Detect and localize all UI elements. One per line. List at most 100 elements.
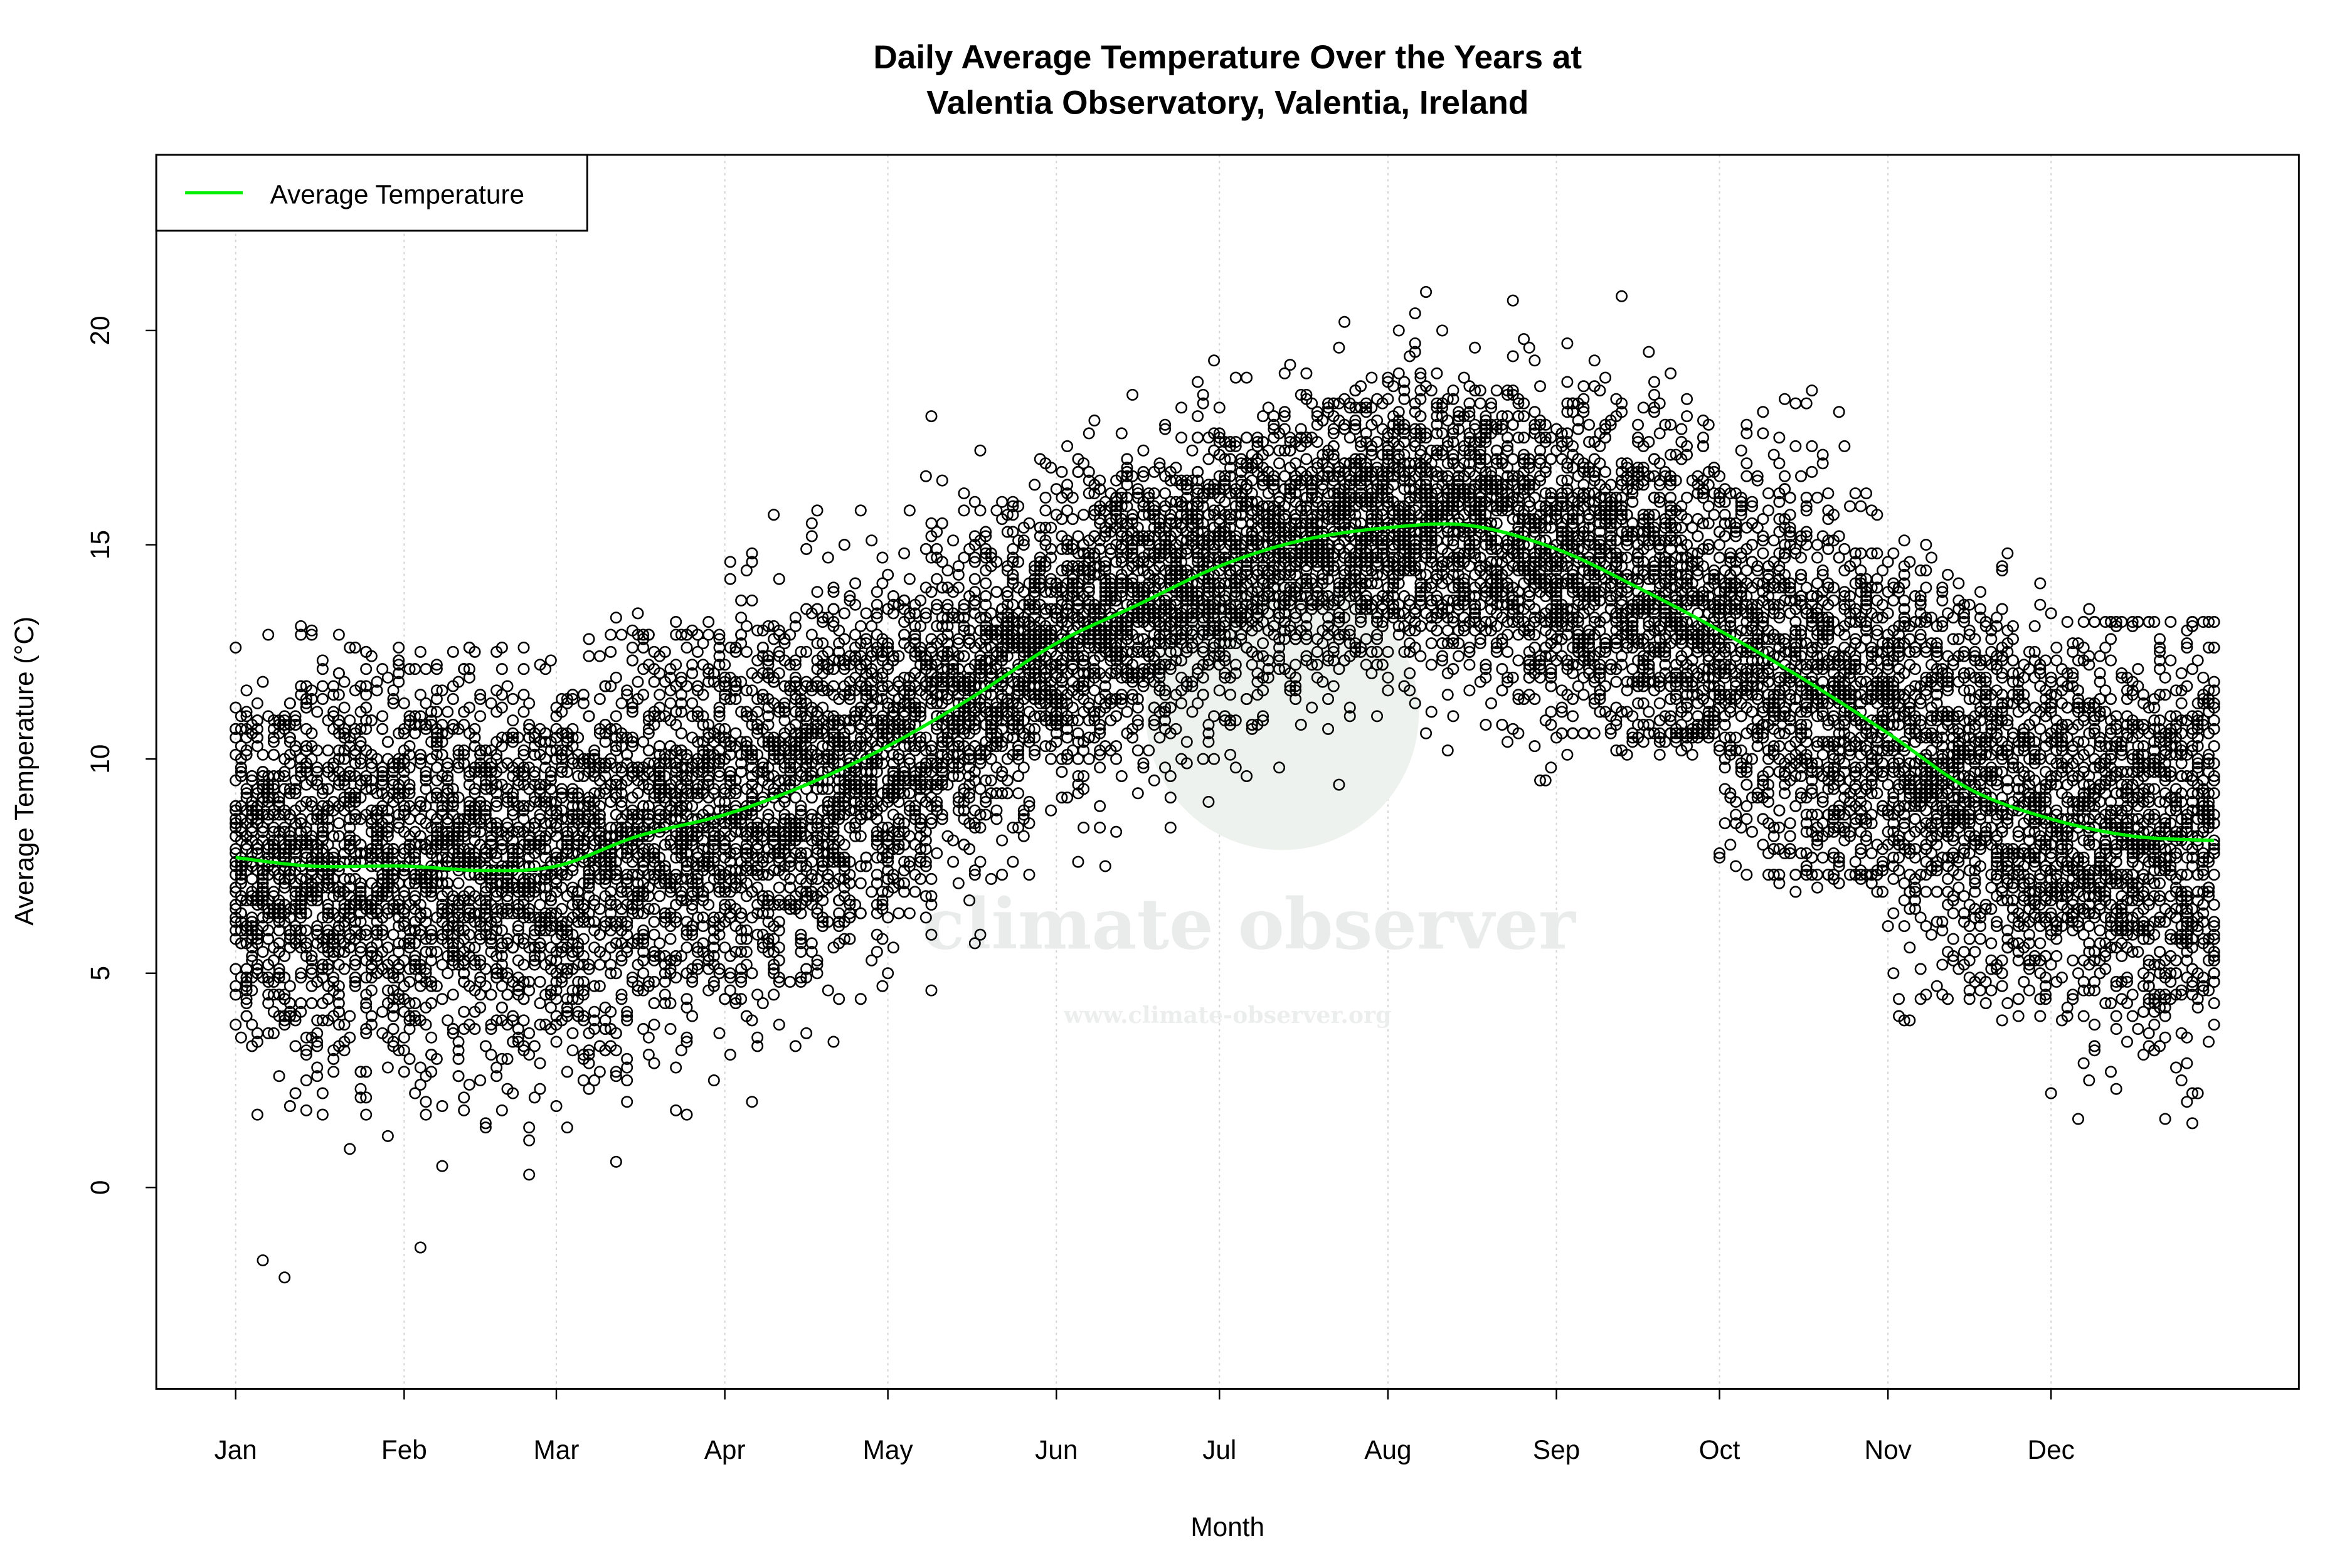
- data-point: [295, 872, 307, 885]
- data-point: [621, 1096, 633, 1108]
- data-point: [789, 1040, 802, 1052]
- data-point: [838, 539, 850, 551]
- data-point: [947, 534, 960, 547]
- data-point: [278, 950, 291, 962]
- data-point: [332, 689, 345, 701]
- data-point: [338, 1019, 351, 1031]
- data-point: [246, 1019, 258, 1031]
- data-point: [289, 783, 302, 795]
- data-point: [230, 800, 242, 812]
- data-point: [338, 731, 351, 744]
- data-point: [311, 894, 324, 907]
- data-point: [322, 804, 334, 817]
- data-point: [654, 689, 666, 701]
- data-point: [311, 1061, 324, 1074]
- data-point: [300, 1104, 312, 1116]
- data-point: [610, 710, 622, 723]
- data-point: [458, 1104, 470, 1116]
- data-point: [354, 886, 367, 898]
- data-point: [925, 872, 938, 885]
- data-point: [230, 988, 242, 1001]
- data-point: [305, 950, 318, 962]
- data-point: [447, 692, 459, 705]
- data-point: [605, 645, 617, 658]
- data-point: [968, 573, 981, 585]
- data-point: [305, 967, 318, 980]
- data-point: [980, 577, 992, 590]
- data-point: [305, 624, 318, 637]
- data-point: [800, 543, 813, 555]
- data-point: [583, 650, 595, 662]
- data-point: [322, 872, 334, 885]
- data-point: [251, 1108, 263, 1121]
- data-point: [381, 1061, 394, 1074]
- data-point: [610, 612, 622, 624]
- data-point: [605, 628, 617, 641]
- data-point: [442, 706, 454, 718]
- data-point: [283, 697, 296, 709]
- data-point: [947, 856, 960, 868]
- data-point: [854, 620, 867, 632]
- data-point: [327, 706, 340, 718]
- data-point: [332, 1005, 345, 1018]
- data-point: [354, 1083, 367, 1095]
- data-point: [327, 680, 340, 692]
- data-point: [903, 504, 916, 517]
- data-point: [316, 1014, 329, 1027]
- data-point: [702, 616, 715, 628]
- data-point: [544, 654, 557, 667]
- data-point: [354, 890, 367, 903]
- data-point: [295, 907, 307, 919]
- data-point: [583, 633, 595, 645]
- data-point: [773, 1019, 785, 1031]
- data-point: [360, 663, 373, 675]
- data-point: [300, 1049, 312, 1061]
- data-point: [240, 997, 253, 1010]
- data-point: [811, 586, 824, 598]
- data-point: [838, 607, 850, 620]
- data-point: [349, 975, 361, 988]
- data-point: [931, 847, 943, 859]
- data-point: [283, 757, 296, 770]
- data-point: [768, 988, 780, 1001]
- data-point: [311, 890, 324, 903]
- data-point: [235, 1031, 247, 1044]
- data-point: [251, 937, 263, 950]
- data-point: [257, 894, 269, 907]
- data-point: [278, 988, 291, 1001]
- data-point: [523, 1134, 536, 1147]
- data-point: [246, 774, 258, 787]
- data-point: [805, 530, 818, 543]
- data-point: [354, 881, 367, 894]
- data-point: [523, 1027, 536, 1039]
- data-point: [800, 1027, 813, 1039]
- data-point: [240, 1010, 253, 1022]
- data-point: [322, 907, 334, 919]
- data-point: [240, 684, 253, 697]
- data-point: [257, 675, 269, 688]
- data-point: [387, 1023, 400, 1036]
- data-point: [278, 881, 291, 894]
- data-point: [305, 684, 318, 697]
- data-point: [235, 937, 247, 950]
- data-point: [507, 714, 519, 727]
- data-point: [278, 1271, 291, 1284]
- data-point: [240, 993, 253, 1005]
- data-point: [713, 1027, 726, 1039]
- data-point: [230, 1019, 242, 1031]
- data-point: [332, 1019, 345, 1031]
- data-point: [860, 607, 872, 620]
- data-point: [273, 963, 285, 975]
- data-point: [289, 710, 302, 723]
- data-point: [332, 753, 345, 765]
- data-point: [240, 710, 253, 723]
- data-point: [507, 692, 519, 705]
- data-point: [316, 1087, 329, 1099]
- data-point: [376, 710, 389, 723]
- data-point: [278, 766, 291, 778]
- data-point: [561, 1121, 573, 1134]
- data-point: [376, 723, 389, 735]
- data-point: [420, 1096, 432, 1108]
- data-point: [903, 907, 916, 919]
- data-point: [300, 821, 312, 834]
